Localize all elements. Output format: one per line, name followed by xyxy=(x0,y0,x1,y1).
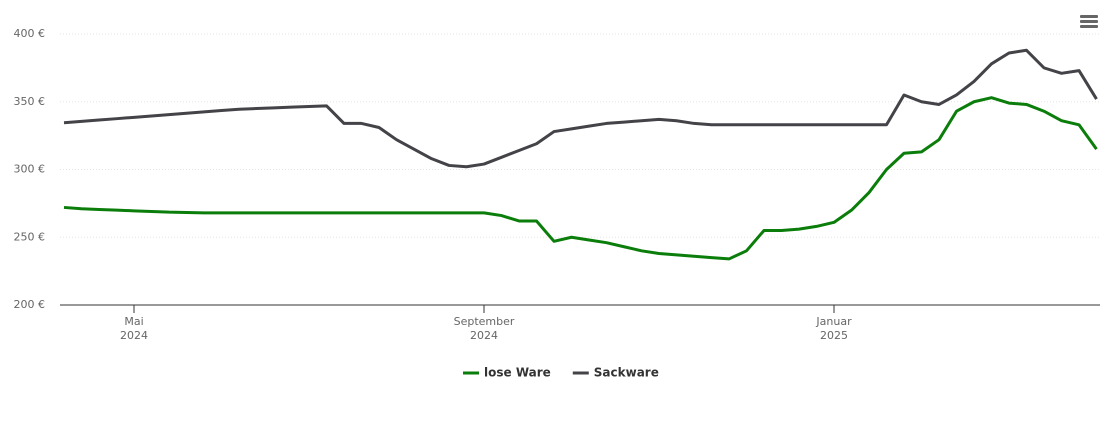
menu-icon-bar xyxy=(1080,25,1098,28)
menu-icon-bar xyxy=(1080,15,1098,18)
legend-label: lose Ware xyxy=(484,366,551,380)
legend-item[interactable]: Sackware xyxy=(572,366,659,380)
x-tick-label: Januar 2025 xyxy=(816,315,852,342)
y-tick-label: 200 € xyxy=(14,298,46,311)
y-tick-label: 250 € xyxy=(14,230,46,243)
y-tick-label: 400 € xyxy=(14,27,46,40)
menu-button[interactable] xyxy=(1080,15,1098,28)
menu-icon-bar xyxy=(1080,20,1098,23)
series-line xyxy=(63,96,1098,261)
series-line xyxy=(63,48,1098,169)
y-tick-label: 350 € xyxy=(14,95,46,108)
x-tick-label: Mai 2024 xyxy=(120,315,149,342)
legend-label: Sackware xyxy=(594,366,659,380)
x-tick-label: September 2024 xyxy=(453,315,515,342)
legend-item[interactable]: lose Ware xyxy=(463,366,551,380)
y-tick-label: 300 € xyxy=(14,163,46,176)
